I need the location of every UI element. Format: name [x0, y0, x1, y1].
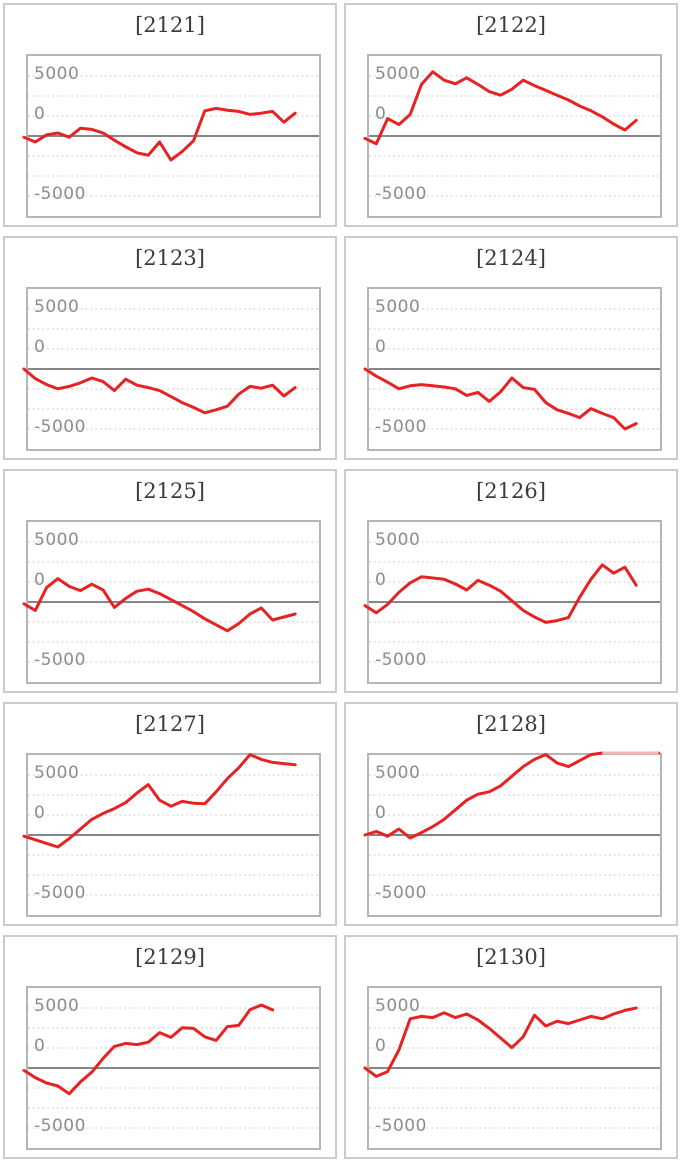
y-tick-5000: 5000 [34, 297, 80, 317]
chart-title: [2124] [476, 246, 546, 270]
chart-canvas [22, 753, 319, 896]
plot-area: 5000 0 -5000 [363, 986, 662, 1150]
y-tick-5000: 5000 [34, 530, 80, 550]
chart-card: [2125] 5000 0 -5000 [3, 469, 337, 693]
chart-canvas [363, 541, 660, 663]
chart-card: [2124] 5000 0 -5000 [344, 236, 678, 460]
y-tick-5000: 5000 [34, 64, 80, 84]
y-tick-5000: 5000 [375, 64, 421, 84]
chart-canvas [22, 75, 319, 197]
chart-canvas [22, 541, 319, 663]
y-tick-minus-5000: -5000 [375, 1116, 427, 1136]
y-tick-zero: 0 [375, 803, 387, 823]
plot-area: 5000 0 -5000 [363, 751, 662, 917]
chart-canvas [22, 308, 319, 430]
chart-title: [2130] [476, 945, 546, 969]
y-tick-5000: 5000 [375, 763, 421, 783]
y-tick-zero: 0 [34, 803, 46, 823]
y-tick-minus-5000: -5000 [34, 417, 86, 437]
series-line [22, 367, 297, 415]
y-tick-zero: 0 [34, 104, 46, 124]
y-tick-zero: 0 [375, 570, 387, 590]
chart-card: [2128] 5000 0 -5000 [344, 702, 678, 926]
y-tick-zero: 0 [375, 104, 387, 124]
chart-title: [2125] [135, 479, 205, 503]
y-tick-zero: 0 [375, 337, 387, 357]
chart-card: [2126] 5000 0 -5000 [344, 469, 678, 693]
chart-title: [2128] [476, 712, 546, 736]
y-tick-5000: 5000 [34, 996, 80, 1016]
y-tick-minus-5000: -5000 [375, 417, 427, 437]
chart-title: [2126] [476, 479, 546, 503]
chart-title: [2127] [135, 712, 205, 736]
series-line [22, 1003, 275, 1096]
chart-card: [2130] 5000 0 -5000 [344, 935, 678, 1159]
chart-canvas [363, 751, 661, 896]
plot-area: 5000 0 -5000 [363, 520, 662, 684]
series-line [22, 753, 297, 849]
chart-title: [2121] [135, 13, 205, 37]
chart-canvas [363, 1006, 660, 1129]
y-tick-minus-5000: -5000 [375, 650, 427, 670]
chart-card: [2122] 5000 0 -5000 [344, 3, 678, 227]
plot-area: 5000 0 -5000 [22, 753, 321, 917]
chart-title: [2129] [135, 945, 205, 969]
y-tick-minus-5000: -5000 [34, 1116, 86, 1136]
y-tick-minus-5000: -5000 [34, 184, 86, 204]
y-tick-minus-5000: -5000 [34, 650, 86, 670]
plot-area: 5000 0 -5000 [22, 986, 321, 1150]
series-line [22, 106, 297, 162]
series-line [363, 70, 638, 146]
y-tick-5000: 5000 [375, 297, 421, 317]
chart-card: [2127] 5000 0 -5000 [3, 702, 337, 926]
plot-area: 5000 0 -5000 [22, 520, 321, 684]
chart-title: [2123] [135, 246, 205, 270]
plot-area: 5000 0 -5000 [22, 287, 321, 451]
y-tick-5000: 5000 [34, 763, 80, 783]
y-tick-zero: 0 [34, 1036, 46, 1056]
y-tick-zero: 0 [34, 337, 46, 357]
series-line [363, 563, 638, 624]
y-tick-5000: 5000 [375, 996, 421, 1016]
chart-card: [2123] 5000 0 -5000 [3, 236, 337, 460]
chart-canvas [22, 1003, 319, 1129]
y-tick-zero: 0 [375, 1036, 387, 1056]
y-tick-zero: 0 [34, 570, 46, 590]
plot-area: 5000 0 -5000 [363, 54, 662, 218]
y-tick-minus-5000: -5000 [375, 883, 427, 903]
chart-card: [2129] 5000 0 -5000 [3, 935, 337, 1159]
y-tick-minus-5000: -5000 [34, 883, 86, 903]
chart-canvas [363, 308, 660, 431]
series-line [363, 1006, 638, 1078]
series-line [363, 367, 638, 431]
y-tick-5000: 5000 [375, 530, 421, 550]
chart-card: [2121] 5000 0 -5000 [3, 3, 337, 227]
plot-area: 5000 0 -5000 [22, 54, 321, 218]
chart-canvas [363, 70, 660, 197]
y-tick-minus-5000: -5000 [375, 184, 427, 204]
chart-title: [2122] [476, 13, 546, 37]
plot-area: 5000 0 -5000 [363, 287, 662, 451]
series-line [22, 577, 297, 633]
